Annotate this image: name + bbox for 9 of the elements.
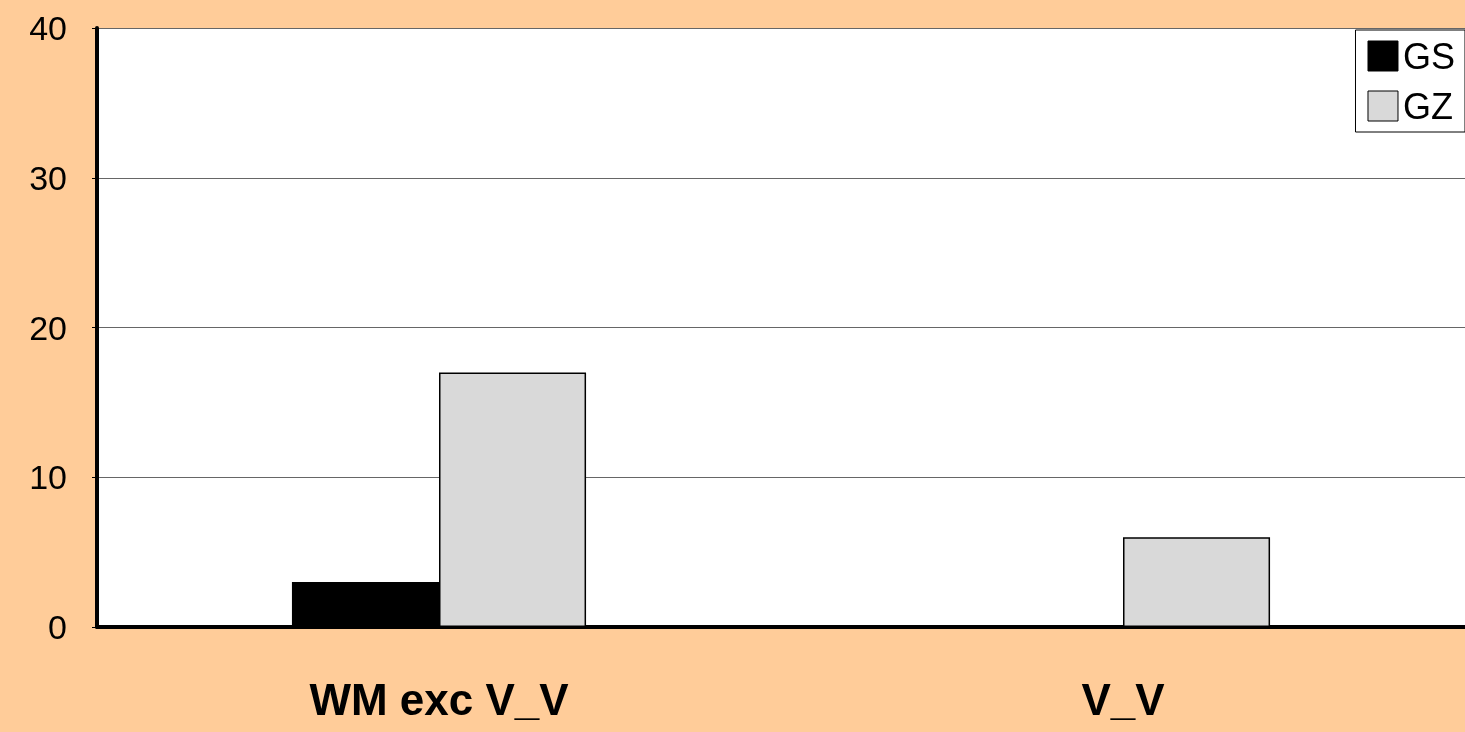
y-tick-label: 30 [29,158,67,197]
y-tick-label: 0 [48,608,67,646]
legend-label: GS [1402,35,1455,77]
y-tick-label: 40 [29,9,67,47]
legend-label: GZ [1402,85,1453,127]
x-tick-label: WM exc V_V [309,674,570,724]
y-tick-label: 20 [29,308,67,347]
y-tick-label: 10 [29,458,67,497]
x-tick-label: V_V [1081,674,1166,724]
